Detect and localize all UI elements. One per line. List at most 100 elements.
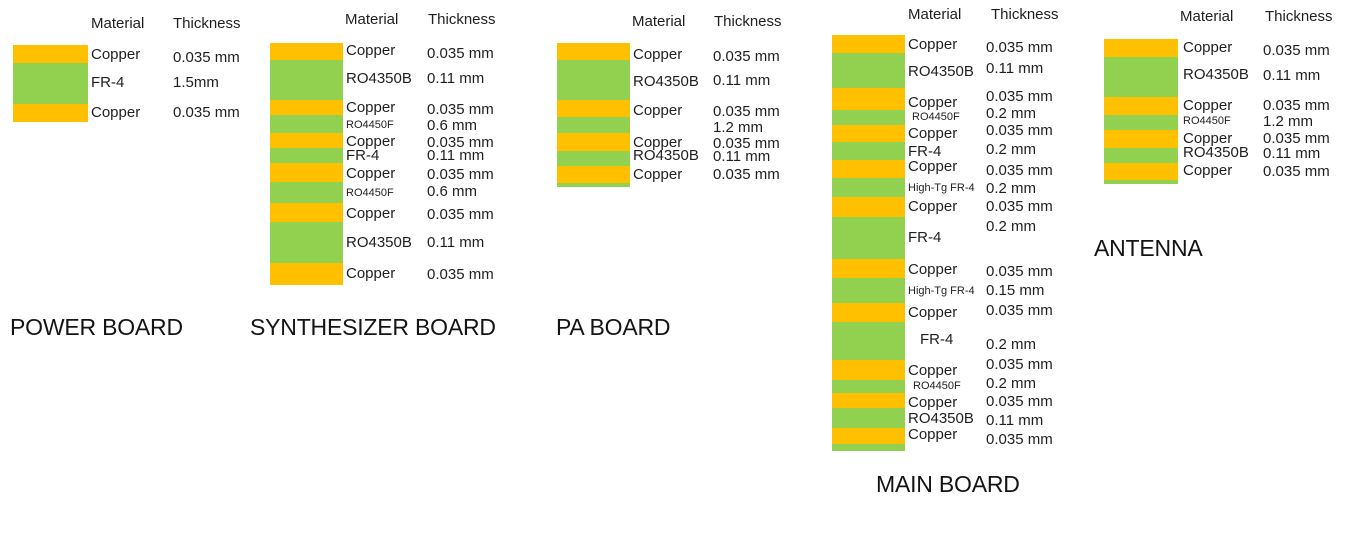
material-label: RO4350B (633, 73, 699, 90)
material-label: FR-4 (908, 229, 942, 246)
material-label: Copper (908, 125, 958, 142)
layer-copper (1104, 97, 1178, 115)
material-label: Copper (346, 99, 396, 116)
layer-dielectric-sliver (832, 444, 905, 451)
thickness-label: 0.035 mm (713, 135, 780, 152)
material-label: Copper (346, 133, 396, 150)
layer-copper (270, 43, 343, 60)
column-header-material: Material (345, 11, 399, 28)
board-title: SYNTHESIZER BOARD (250, 314, 496, 340)
material-label: RO4450F (913, 380, 961, 392)
layer-dielectric (832, 408, 905, 428)
layer-copper (557, 133, 630, 151)
board-title: ANTENNA (1094, 235, 1203, 261)
thickness-label: 0.035 mm (986, 122, 1053, 139)
material-label: Copper (1183, 130, 1233, 147)
layer-dielectric (13, 63, 88, 104)
thickness-label: 0.2 mm (986, 180, 1037, 197)
layer-copper (1104, 39, 1178, 57)
thickness-label: 0.035 mm (1263, 130, 1330, 147)
material-label: Copper (908, 94, 958, 111)
thickness-label: 0.15 mm (986, 282, 1045, 299)
material-label: Copper (1183, 162, 1233, 179)
layer-copper (270, 100, 343, 115)
column-header-thickness: Thickness (991, 6, 1059, 23)
thickness-label: 0.035 mm (986, 431, 1053, 448)
material-label: RO4450F (346, 119, 394, 131)
board-title: POWER BOARD (10, 314, 183, 340)
layer-copper (832, 88, 905, 110)
material-label: RO4350B (1183, 144, 1249, 161)
layer-dielectric (832, 178, 905, 197)
layer-copper (13, 104, 88, 122)
thickness-label: 0.035 mm (713, 48, 780, 65)
thickness-label: 0.035 mm (986, 88, 1053, 105)
material-label: Copper (908, 426, 958, 443)
material-label: RO4350B (346, 70, 412, 87)
thickness-label: 0.035 mm (986, 263, 1053, 280)
layer-dielectric (832, 278, 905, 303)
thickness-label: 0.035 mm (173, 49, 240, 66)
material-label: Copper (91, 46, 141, 63)
layer-copper (1104, 130, 1178, 148)
thickness-label: 0.11 mm (1263, 145, 1321, 162)
layer-copper (832, 303, 905, 322)
material-label: RO4450F (346, 187, 394, 199)
layer-dielectric (557, 117, 630, 133)
layer-dielectric (270, 182, 343, 203)
layer-copper (832, 259, 905, 278)
layer-copper (557, 100, 630, 117)
layer-dielectric (557, 151, 630, 166)
layer-dielectric (270, 222, 343, 263)
layer-copper (13, 45, 88, 63)
thickness-label: 0.6 mm (427, 183, 478, 200)
thickness-label: 0.035 mm (427, 166, 494, 183)
material-label: Copper (908, 261, 958, 278)
material-label: Copper (908, 36, 958, 53)
thickness-label: 0.035 mm (986, 162, 1053, 179)
layer-copper (1104, 163, 1178, 180)
thickness-label: 0.11 mm (986, 60, 1044, 77)
thickness-label: 0.035 mm (713, 103, 780, 120)
layer-copper (832, 360, 905, 380)
material-label: Copper (908, 394, 958, 411)
layer-copper (270, 263, 343, 285)
thickness-label: 0.2 mm (986, 105, 1037, 122)
layer-dielectric (1104, 148, 1178, 163)
thickness-label: 0.035 mm (427, 101, 494, 118)
layer-dielectric-sliver (1104, 180, 1178, 184)
thickness-label: 0.6 mm (427, 117, 478, 134)
material-label: Copper (346, 42, 396, 59)
material-label: Copper (908, 198, 958, 215)
board-title: PA BOARD (556, 314, 671, 340)
thickness-label: 0.035 mm (427, 266, 494, 283)
layer-dielectric (270, 60, 343, 100)
layer-dielectric (832, 217, 905, 259)
thickness-label: 0.11 mm (427, 147, 485, 164)
board-title: MAIN BOARD (876, 471, 1020, 497)
thickness-label: 0.2 mm (986, 141, 1037, 158)
material-label: FR-4 (920, 331, 954, 348)
material-label: Copper (346, 165, 396, 182)
layer-copper (832, 160, 905, 178)
column-header-material: Material (632, 13, 686, 30)
thickness-label: 0.11 mm (713, 148, 771, 165)
thickness-label: 0.035 mm (986, 393, 1053, 410)
material-label: Copper (91, 104, 141, 121)
material-label: High-Tg FR-4 (908, 285, 975, 297)
column-header-material: Material (908, 6, 962, 23)
thickness-label: 0.035 mm (713, 166, 780, 183)
column-header-material: Material (1180, 8, 1234, 25)
material-label: RO4350B (346, 234, 412, 251)
material-label: Copper (1183, 97, 1233, 114)
column-header-material: Material (91, 15, 145, 32)
material-label: Copper (1183, 39, 1233, 56)
thickness-label: 0.2 mm (986, 218, 1037, 235)
material-label: Copper (633, 102, 683, 119)
layer-copper (557, 43, 630, 60)
column-header-thickness: Thickness (428, 11, 496, 28)
material-label: FR-4 (346, 147, 380, 164)
layer-copper (270, 203, 343, 222)
